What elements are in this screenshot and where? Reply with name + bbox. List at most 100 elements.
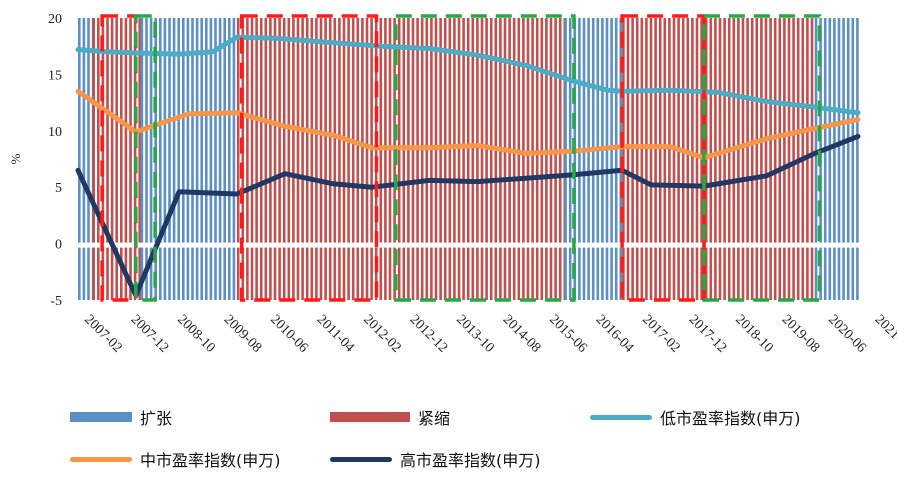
regime-bar	[397, 18, 401, 243]
regime-bar	[823, 247, 827, 300]
regime-bar	[425, 18, 429, 243]
regime-bar	[292, 247, 295, 300]
regime-bar	[457, 247, 461, 300]
regime-bar	[677, 247, 680, 300]
regime-bar	[677, 18, 680, 243]
regime-bar	[727, 18, 731, 243]
regime-bar	[686, 18, 690, 243]
regime-bar	[545, 247, 548, 300]
regime-bar	[663, 18, 667, 243]
regime-bar	[746, 18, 749, 243]
regime-bar	[342, 18, 346, 243]
regime-bar	[273, 18, 277, 243]
regime-bar	[388, 247, 392, 300]
regime-bar	[397, 247, 401, 300]
regime-bar	[480, 18, 484, 243]
regime-bar	[82, 18, 86, 243]
regime-bar	[106, 247, 109, 300]
y-tick-label: 15	[48, 68, 62, 83]
regime-bar	[177, 18, 180, 243]
regime-bar	[714, 18, 717, 243]
regime-bar	[191, 18, 194, 243]
regime-bar	[526, 247, 530, 300]
regime-bar	[582, 247, 586, 300]
regime-bar	[356, 18, 360, 243]
regime-bar	[379, 247, 383, 300]
regime-bar	[407, 18, 410, 243]
regime-bar	[792, 18, 795, 243]
regime-bar	[783, 18, 786, 243]
regime-bar	[273, 247, 277, 300]
regime-bar	[691, 18, 694, 243]
regime-bar	[760, 18, 763, 243]
regime-bar	[388, 18, 392, 243]
regime-bar	[564, 18, 567, 243]
regime-bar	[718, 18, 722, 243]
regime-bar	[282, 247, 286, 300]
regime-bar	[723, 247, 726, 300]
regime-bar	[200, 247, 203, 300]
regime-bar	[535, 18, 539, 243]
regime-bar	[658, 18, 662, 243]
x-tick-label: 2008-10	[174, 312, 218, 356]
regime-bar	[846, 247, 850, 300]
highlight-box-red	[239, 14, 379, 302]
regime-bar	[159, 18, 162, 243]
regime-bar	[631, 247, 634, 300]
regime-bar	[425, 247, 429, 300]
regime-bar	[573, 18, 577, 243]
regime-bar	[97, 18, 100, 243]
regime-bar	[223, 247, 226, 300]
regime-bar	[801, 247, 805, 300]
regime-bar	[269, 18, 272, 243]
regime-bar	[856, 18, 859, 243]
regime-bar	[709, 18, 713, 243]
regime-bar	[851, 247, 855, 300]
regime-bar	[568, 247, 572, 300]
regime-bar	[168, 247, 171, 300]
regime-bar	[163, 18, 167, 243]
regime-bar	[328, 247, 332, 300]
regime-bar	[259, 247, 263, 300]
regime-bars	[78, 18, 859, 300]
regime-bar	[691, 247, 694, 300]
regime-bar	[746, 247, 749, 300]
regime-bar	[310, 247, 314, 300]
regime-bar	[218, 247, 222, 300]
regime-bar	[324, 18, 327, 243]
regime-bar	[264, 18, 268, 243]
regime-bar	[462, 247, 465, 300]
regime-bar	[640, 18, 644, 243]
regime-bar	[430, 18, 433, 243]
regime-bar	[218, 18, 222, 243]
regime-bar	[601, 18, 604, 243]
x-tick-label: 2012-02	[360, 312, 404, 356]
regime-bar	[686, 247, 690, 300]
regime-bar	[356, 247, 360, 300]
regime-bar	[695, 247, 699, 300]
regime-bar	[814, 247, 818, 300]
regime-bar	[649, 247, 653, 300]
y-tick-label: 5	[55, 181, 62, 196]
regime-bar	[347, 18, 350, 243]
regime-bar	[149, 247, 153, 300]
regime-bar	[200, 18, 203, 243]
regime-bar	[101, 18, 105, 243]
regime-bar	[278, 247, 281, 300]
regime-bar	[833, 247, 836, 300]
regime-bar	[110, 247, 114, 300]
regime-bar	[82, 247, 86, 300]
regime-bar	[549, 247, 553, 300]
regime-bar	[338, 247, 341, 300]
x-tick-label: 2011-04	[314, 312, 357, 355]
regime-bar	[333, 247, 337, 300]
regime-bar	[301, 247, 304, 300]
regime-bar	[177, 247, 180, 300]
regime-bar	[485, 18, 488, 243]
regime-bar	[828, 18, 832, 243]
regime-bar	[823, 18, 827, 243]
regime-bar	[228, 18, 231, 243]
regime-bar	[476, 18, 479, 243]
regime-bar	[709, 247, 713, 300]
